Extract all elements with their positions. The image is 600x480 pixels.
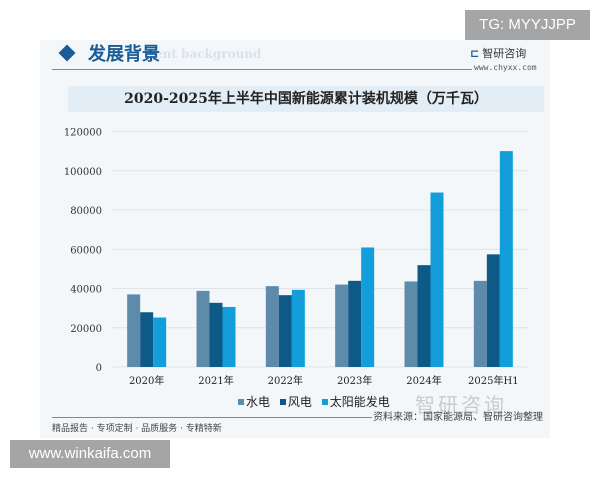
bar-hydro xyxy=(335,284,349,367)
bar-hydro xyxy=(404,281,418,367)
x-tick-label: 2022年 xyxy=(268,374,303,387)
brand-name: 智研咨询 xyxy=(482,47,527,60)
x-tick-label: 2024年 xyxy=(406,374,441,387)
brand-mark-icon: ⊏ xyxy=(470,47,480,60)
brand-url: www.chyxx.com xyxy=(474,63,537,72)
legend-label: 风电 xyxy=(287,395,312,409)
legend-label: 水电 xyxy=(246,395,271,409)
bar-hydro xyxy=(127,294,141,367)
bar-solar xyxy=(361,247,375,367)
bar-hydro xyxy=(473,280,487,367)
bar-hydro xyxy=(196,290,210,367)
chart-legend: 水电 风电 太阳能发电 xyxy=(232,393,390,410)
bar-wind xyxy=(209,302,223,367)
bar-wind xyxy=(486,254,500,367)
legend-swatch-solar xyxy=(321,399,328,405)
x-tick-label: 2023年 xyxy=(337,374,372,387)
bar-solar xyxy=(222,306,236,367)
bar-solar xyxy=(499,151,513,367)
bar-hydro xyxy=(265,286,279,367)
y-tick-label: 20000 xyxy=(70,324,102,335)
x-tick-label: 2020年 xyxy=(129,374,164,387)
tg-badge: TG: MYYJJPP xyxy=(465,10,590,40)
legend-swatch-hydro xyxy=(238,399,244,405)
bar-wind xyxy=(348,280,362,367)
bar-wind xyxy=(140,312,154,367)
section-title-en: ent background xyxy=(155,47,262,61)
y-tick-label: 120000 xyxy=(64,128,102,139)
bar-solar xyxy=(430,192,444,367)
bar-wind xyxy=(417,265,431,367)
chart-title: 2020-2025年上半年中国新能源累计装机规模（万千瓦） xyxy=(68,86,544,112)
source-note: 资料来源：国家能源局、智研咨询整理 xyxy=(373,412,543,423)
legend-swatch-wind xyxy=(279,399,286,405)
site-badge: www.winkaifa.com xyxy=(10,440,170,468)
legend-label: 太阳能发电 xyxy=(329,395,390,409)
y-tick-label: 60000 xyxy=(70,245,102,256)
section-title: 发展背景 xyxy=(88,44,160,65)
y-tick-label: 40000 xyxy=(70,285,102,296)
divider xyxy=(52,417,372,418)
divider xyxy=(52,69,472,70)
bar-solar xyxy=(291,289,305,367)
y-tick-label: 100000 xyxy=(64,167,102,178)
watermark: 智研咨询 xyxy=(415,393,507,417)
y-tick-label: 80000 xyxy=(70,206,102,217)
slogan: 精品报告 · 专项定制 · 品质服务 · 专精特新 xyxy=(52,424,222,434)
bar-wind xyxy=(278,295,292,367)
brand-logo: ⊏ 智研咨询 xyxy=(470,45,526,61)
x-tick-label: 2025年H1 xyxy=(468,374,519,387)
x-tick-label: 2021年 xyxy=(198,374,233,387)
bar-solar xyxy=(153,317,167,367)
y-tick-label: 0 xyxy=(96,363,102,374)
